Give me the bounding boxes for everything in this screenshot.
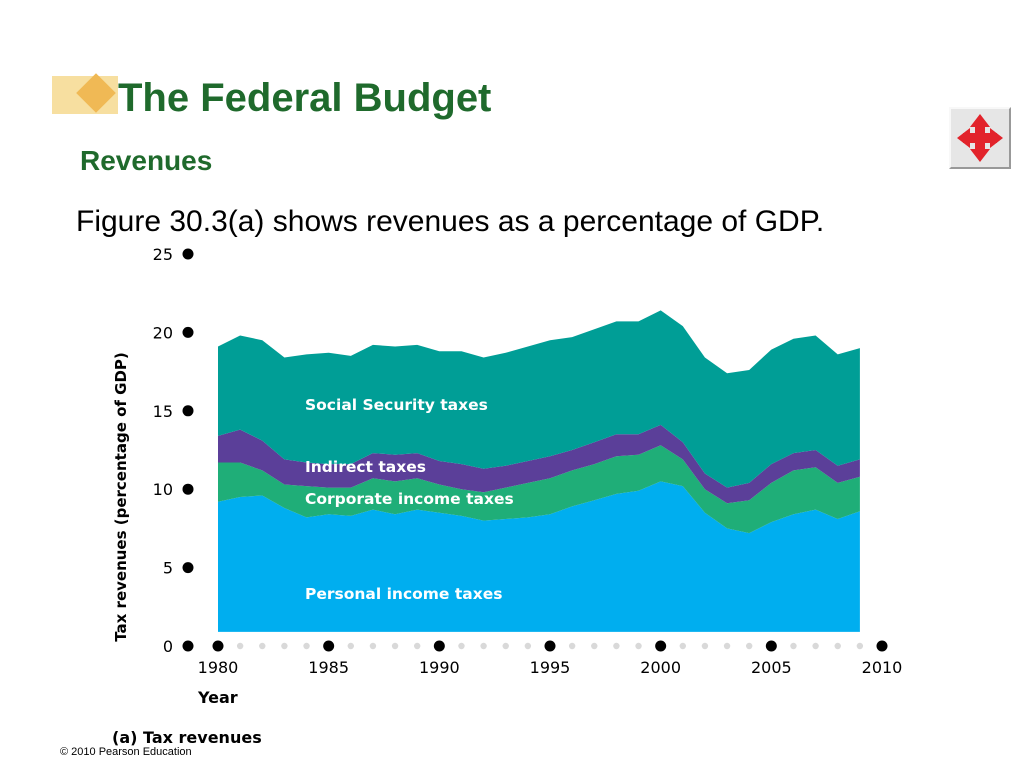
area-series-indirect-taxes xyxy=(218,424,860,504)
x-minor-tick-dot xyxy=(458,642,465,650)
x-tick-dot xyxy=(876,640,888,652)
x-minor-tick-dot xyxy=(259,642,266,650)
x-minor-tick-dot xyxy=(502,642,509,650)
x-minor-tick-dot xyxy=(281,642,288,650)
x-minor-tick-dot xyxy=(834,642,841,650)
x-tick-dot xyxy=(323,640,335,652)
x-minor-tick-dot xyxy=(635,642,642,650)
y-axis-label: Tax revenues (percentage of GDP) xyxy=(112,352,130,642)
page-subtitle: Revenues xyxy=(80,145,213,176)
y-tick-label: 20 xyxy=(153,323,173,342)
x-tick-dot xyxy=(655,640,667,652)
area-series-corporate-income-taxes xyxy=(218,445,860,534)
x-tick-dot xyxy=(544,640,556,652)
x-minor-tick-dot xyxy=(613,642,620,650)
y-tick-dot xyxy=(182,483,194,495)
x-tick-label: 1985 xyxy=(308,658,349,677)
page-title: The Federal Budget xyxy=(118,76,492,120)
x-tick-dot xyxy=(212,640,224,652)
area-series-personal-income-taxes xyxy=(218,481,860,632)
x-minor-tick-dot xyxy=(236,642,244,650)
body-text: Figure 30.3(a) shows revenues as a perce… xyxy=(76,205,825,238)
y-tick-dot xyxy=(182,405,194,417)
x-minor-tick-dot xyxy=(480,642,487,650)
area-series-social-security-taxes xyxy=(218,310,860,488)
y-tick-dot xyxy=(182,248,194,260)
y-tick-label: 0 xyxy=(163,637,173,656)
x-tick-label: 1980 xyxy=(198,658,239,677)
y-tick-label: 5 xyxy=(163,559,173,578)
y-tick-label: 25 xyxy=(153,245,173,264)
x-minor-tick-dot xyxy=(568,642,576,650)
four-way-arrow-icon xyxy=(957,114,1003,162)
x-tick-dot xyxy=(433,640,445,652)
x-minor-tick-dot xyxy=(746,642,753,650)
x-tick-label: 2005 xyxy=(751,658,792,677)
x-tick-label: 2010 xyxy=(862,658,903,677)
chart-caption: (a) Tax revenues xyxy=(112,728,262,747)
series-label-corporate: Corporate income taxes xyxy=(305,490,514,508)
copyright-footer: © 2010 Pearson Education xyxy=(60,746,192,758)
y-tick-label: 10 xyxy=(153,480,173,499)
x-minor-tick-dot xyxy=(391,642,399,650)
x-axis-label: Year xyxy=(197,688,238,707)
y-tick-label: 15 xyxy=(153,402,173,421)
x-tick-label: 2000 xyxy=(640,658,681,677)
y-tick-dot xyxy=(182,562,194,574)
series-label-indirect: Indirect taxes xyxy=(305,458,426,476)
x-minor-tick-dot xyxy=(790,642,797,650)
x-tick-dot xyxy=(765,640,777,652)
y-tick-dot xyxy=(182,640,194,652)
x-minor-tick-dot xyxy=(369,642,377,650)
x-tick-label: 1995 xyxy=(530,658,571,677)
navigation-button[interactable] xyxy=(949,107,1011,169)
x-minor-tick-dot xyxy=(303,642,310,650)
series-label-personal: Personal income taxes xyxy=(305,585,502,603)
x-minor-tick-dot xyxy=(347,642,354,650)
x-tick-label: 1990 xyxy=(419,658,460,677)
x-minor-tick-dot xyxy=(812,642,819,650)
y-tick-dot xyxy=(182,326,194,338)
x-minor-tick-dot xyxy=(856,642,864,650)
x-minor-tick-dot xyxy=(414,642,421,650)
x-minor-tick-dot xyxy=(701,642,709,650)
x-minor-tick-dot xyxy=(679,642,686,650)
x-minor-tick-dot xyxy=(524,642,532,650)
series-label-social-security: Social Security taxes xyxy=(305,396,488,414)
x-minor-tick-dot xyxy=(723,642,731,650)
x-minor-tick-dot xyxy=(591,642,598,650)
